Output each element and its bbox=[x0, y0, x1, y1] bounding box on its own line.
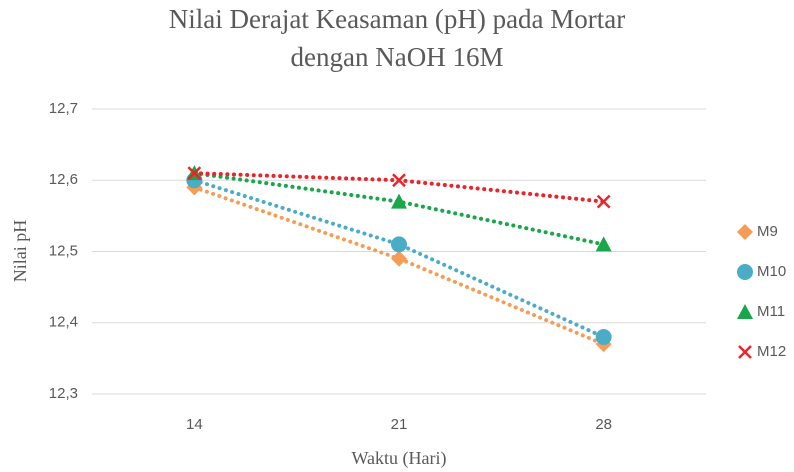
data-point bbox=[392, 173, 406, 188]
legend-marker bbox=[737, 224, 753, 240]
y-tick-label: 12,6 bbox=[49, 171, 78, 188]
data-point bbox=[595, 329, 612, 345]
x-tick-label: 21 bbox=[391, 416, 408, 433]
data-point bbox=[187, 166, 202, 181]
legend-label: M10 bbox=[757, 263, 786, 280]
data-point bbox=[391, 193, 407, 209]
legend-label: M9 bbox=[757, 223, 778, 240]
legend-label: M11 bbox=[757, 303, 785, 320]
y-axis-label: Nilai pH bbox=[10, 220, 30, 283]
data-point bbox=[391, 250, 407, 267]
legend-marker bbox=[738, 345, 752, 359]
x-tick-label: 14 bbox=[186, 416, 203, 433]
data-point bbox=[391, 236, 407, 253]
x-tick-label: 28 bbox=[595, 416, 612, 433]
legend-marker bbox=[737, 264, 753, 280]
y-tick-label: 12,4 bbox=[49, 314, 78, 331]
series-line bbox=[192, 178, 606, 339]
data-point bbox=[595, 236, 612, 252]
y-tick-label: 12,5 bbox=[49, 242, 78, 259]
data-point bbox=[596, 194, 611, 209]
chart-title: Nilai Derajat Keasaman (pH) pada Mortar bbox=[169, 4, 626, 34]
y-tick-label: 12,3 bbox=[49, 385, 78, 402]
x-axis-label: Waktu (Hari) bbox=[351, 448, 446, 469]
chart-title: dengan NaOH 16M bbox=[291, 42, 504, 72]
legend-marker bbox=[737, 304, 753, 319]
y-tick-label: 12,7 bbox=[49, 100, 78, 117]
legend-label: M12 bbox=[757, 343, 786, 360]
